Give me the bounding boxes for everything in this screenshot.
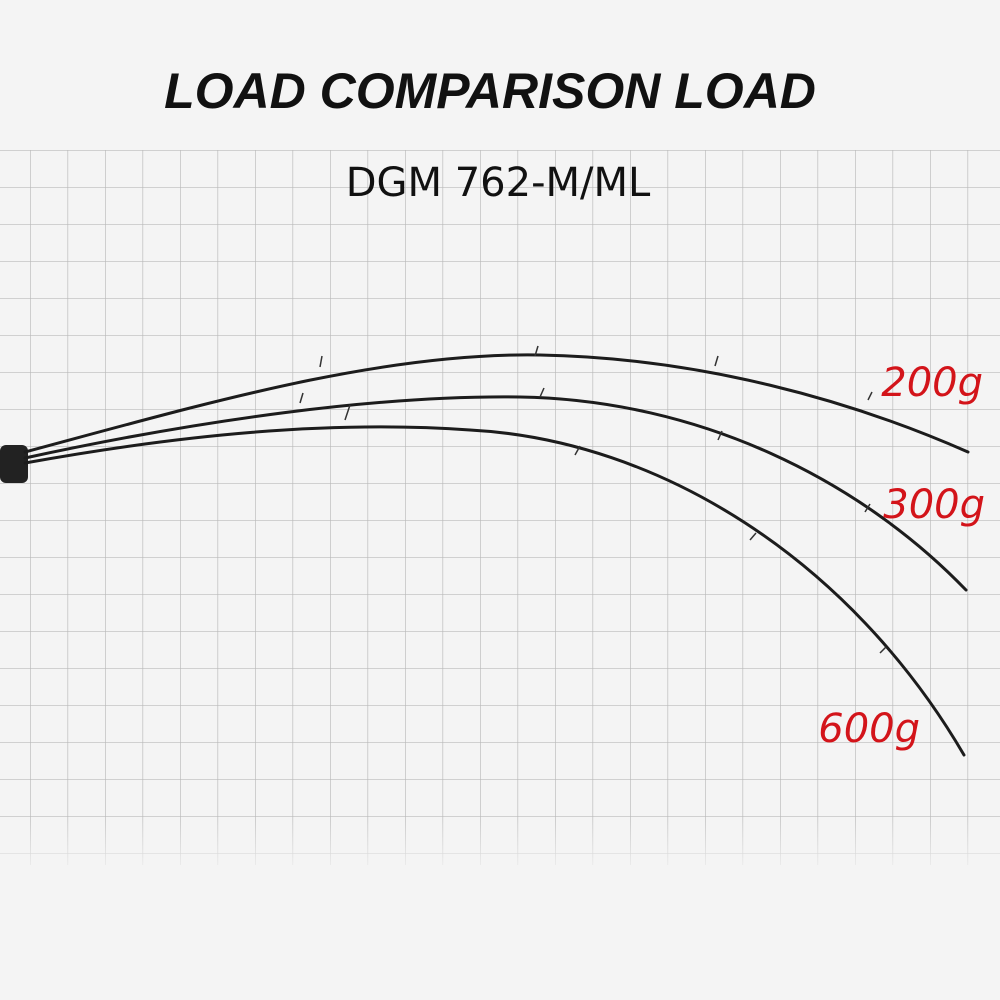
rod-300g xyxy=(23,395,968,592)
rod-600g xyxy=(23,425,966,757)
rods xyxy=(0,345,970,757)
rod-guides xyxy=(299,345,887,654)
load-label: 600g xyxy=(818,706,920,752)
title: LOAD COMPARISON LOAD xyxy=(164,63,816,119)
load-label: 300g xyxy=(883,482,985,528)
rod-200g xyxy=(23,353,970,454)
subtitle: DGM 762-M/ML xyxy=(346,160,651,206)
grid xyxy=(0,150,1000,865)
rod-handle xyxy=(0,445,28,483)
load-label: 200g xyxy=(881,360,983,406)
grid-fade xyxy=(0,820,1000,880)
